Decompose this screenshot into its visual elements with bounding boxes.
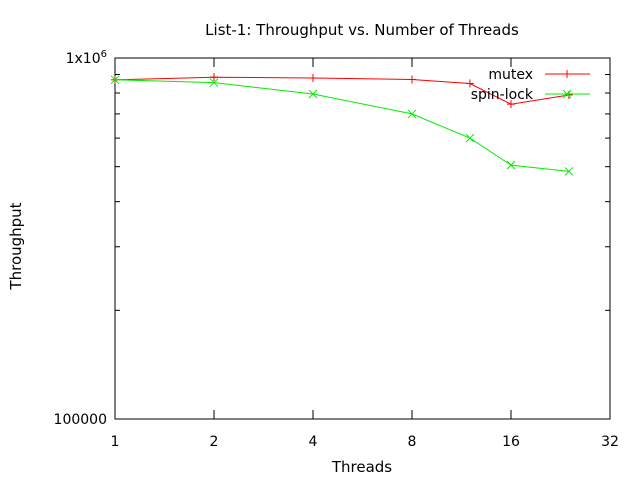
data-point-mutex [210,73,218,82]
x-tick-label: 1 [111,434,120,450]
x-tick-label: 8 [408,434,417,450]
plot-frame [114,57,611,420]
data-point-spin-lock [110,75,120,85]
y-ticks: 100000 1x106 [54,49,610,428]
data-point-spin-lock [209,78,219,87]
y-axis-label: Throughput [7,202,25,290]
cross-marker [209,78,219,87]
series-lines [110,73,574,176]
data-point-mutex [507,100,515,109]
cross-marker [562,89,572,99]
cross-marker [465,133,475,143]
x-tick-label: 16 [502,434,520,450]
x-tick-label: 2 [210,434,219,450]
data-point-spin-lock [308,89,318,99]
legend: mutex spin-lock [471,67,590,103]
chart-title: List-1: Throughput vs. Number of Threads [205,21,519,39]
legend-label-mutex: mutex [488,67,533,83]
cross-marker [564,167,574,176]
plot-border [114,57,611,420]
cross-marker [110,75,120,85]
data-point-mutex [408,75,416,84]
cross-marker [407,109,417,119]
data-point-mutex [309,74,317,83]
y-tick-label: 100000 [54,412,107,428]
x-tick-label: 32 [601,434,619,450]
data-point-mutex [465,79,474,88]
x-axis-label: Threads [331,458,392,476]
y-tick-label: 1x106 [66,49,107,67]
x-ticks: 1 2 4 8 16 32 [111,58,619,450]
x-tick-label: 4 [309,434,318,450]
data-point-spin-lock [465,133,475,143]
legend-label-spin-lock: spin-lock [471,87,534,103]
data-point-spin-lock [564,167,574,176]
cross-marker [506,160,516,170]
cross-marker [308,89,318,99]
data-point-spin-lock [506,160,516,170]
data-point-spin-lock [407,109,417,119]
